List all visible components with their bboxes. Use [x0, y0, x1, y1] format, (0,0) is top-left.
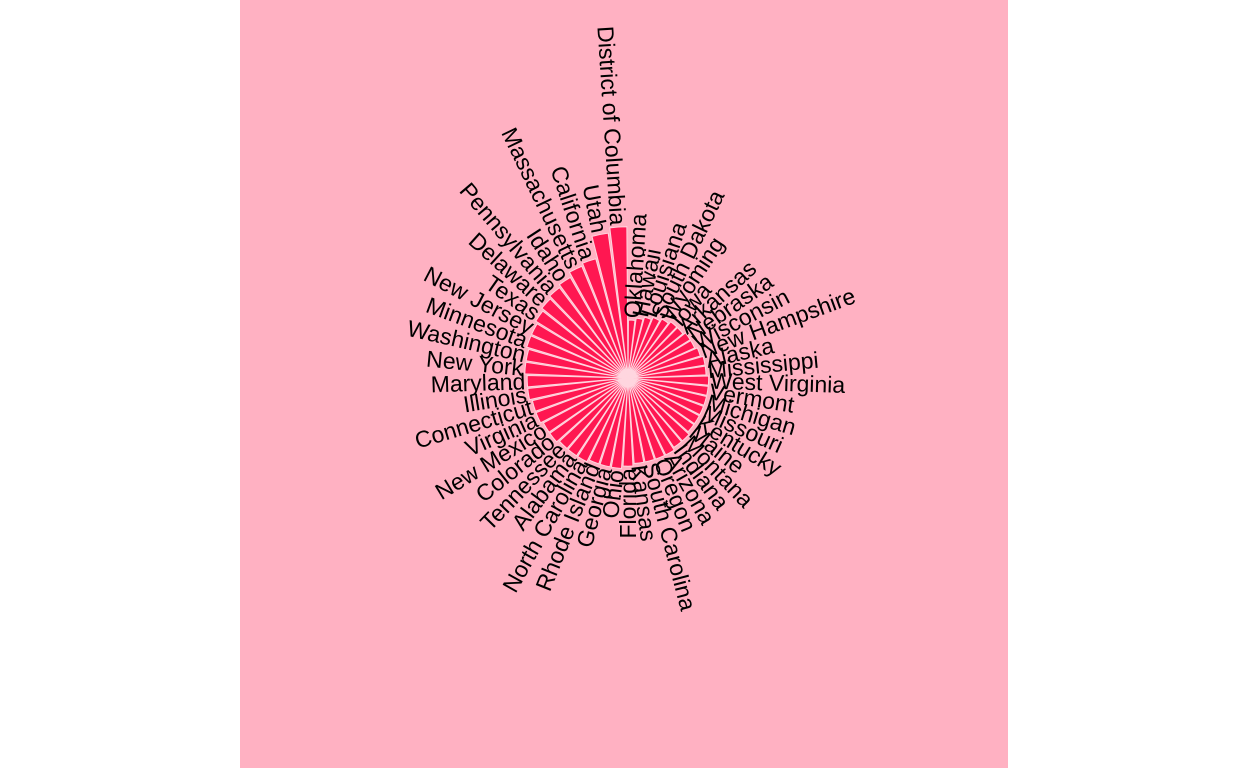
bar-alaska [627, 355, 706, 379]
bar-montana [627, 377, 690, 442]
label-maryland: Maryland [430, 368, 525, 397]
bar-north-carolina [577, 377, 629, 463]
bar-illinois [527, 377, 629, 401]
bar-missouri [627, 377, 705, 416]
bar-south-carolina [627, 377, 655, 463]
bar-west-virginia [627, 375, 710, 386]
bar-wisconsin [627, 339, 696, 379]
bar-indiana [627, 377, 683, 449]
bar-pennsylvania [549, 286, 629, 379]
bar-arizona [627, 377, 675, 456]
bar-alabama [567, 377, 629, 457]
label-florida: Florida [615, 468, 641, 539]
bar-oregon [627, 377, 666, 460]
bar-maine [627, 377, 695, 433]
bar-tennessee [558, 377, 629, 450]
bar-south-dakota [627, 316, 661, 379]
label-ohio: Ohio [597, 468, 629, 520]
bar-rhode-island [588, 377, 629, 465]
bar-new-mexico [542, 377, 629, 433]
bar-michigan [627, 377, 708, 406]
bar-utah [591, 232, 629, 379]
bar-idaho [558, 276, 629, 379]
bar-wyoming [627, 318, 669, 379]
bar-iowa [627, 321, 678, 379]
bar-district-of-columbia [609, 226, 629, 379]
bar-mississippi [627, 365, 707, 379]
bar-massachusetts [568, 265, 629, 379]
bar-nebraska [627, 332, 691, 379]
bar-california [581, 258, 629, 379]
bars-group [524, 226, 710, 470]
bar-new-hampshire [627, 347, 701, 379]
bar-connecticut [531, 377, 629, 412]
bar-delaware [541, 298, 629, 379]
bar-washington [525, 348, 629, 379]
bar-kentucky [627, 377, 700, 425]
bar-minnesota [526, 335, 629, 379]
bar-colorado [549, 377, 629, 443]
bar-florida [622, 377, 634, 467]
bar-texas [535, 310, 629, 379]
bar-new-jersey [530, 323, 629, 379]
bar-virginia [535, 377, 629, 424]
bar-georgia [599, 377, 629, 468]
plot-panel: Oklahoma Hawaii Louisiana South Dakota Wyomi… [240, 0, 1008, 768]
bar-kansas [627, 377, 645, 464]
bar-arkansas [627, 326, 684, 379]
bar-maryland [526, 375, 629, 388]
label-west-virginia: West Virginia [710, 368, 846, 398]
